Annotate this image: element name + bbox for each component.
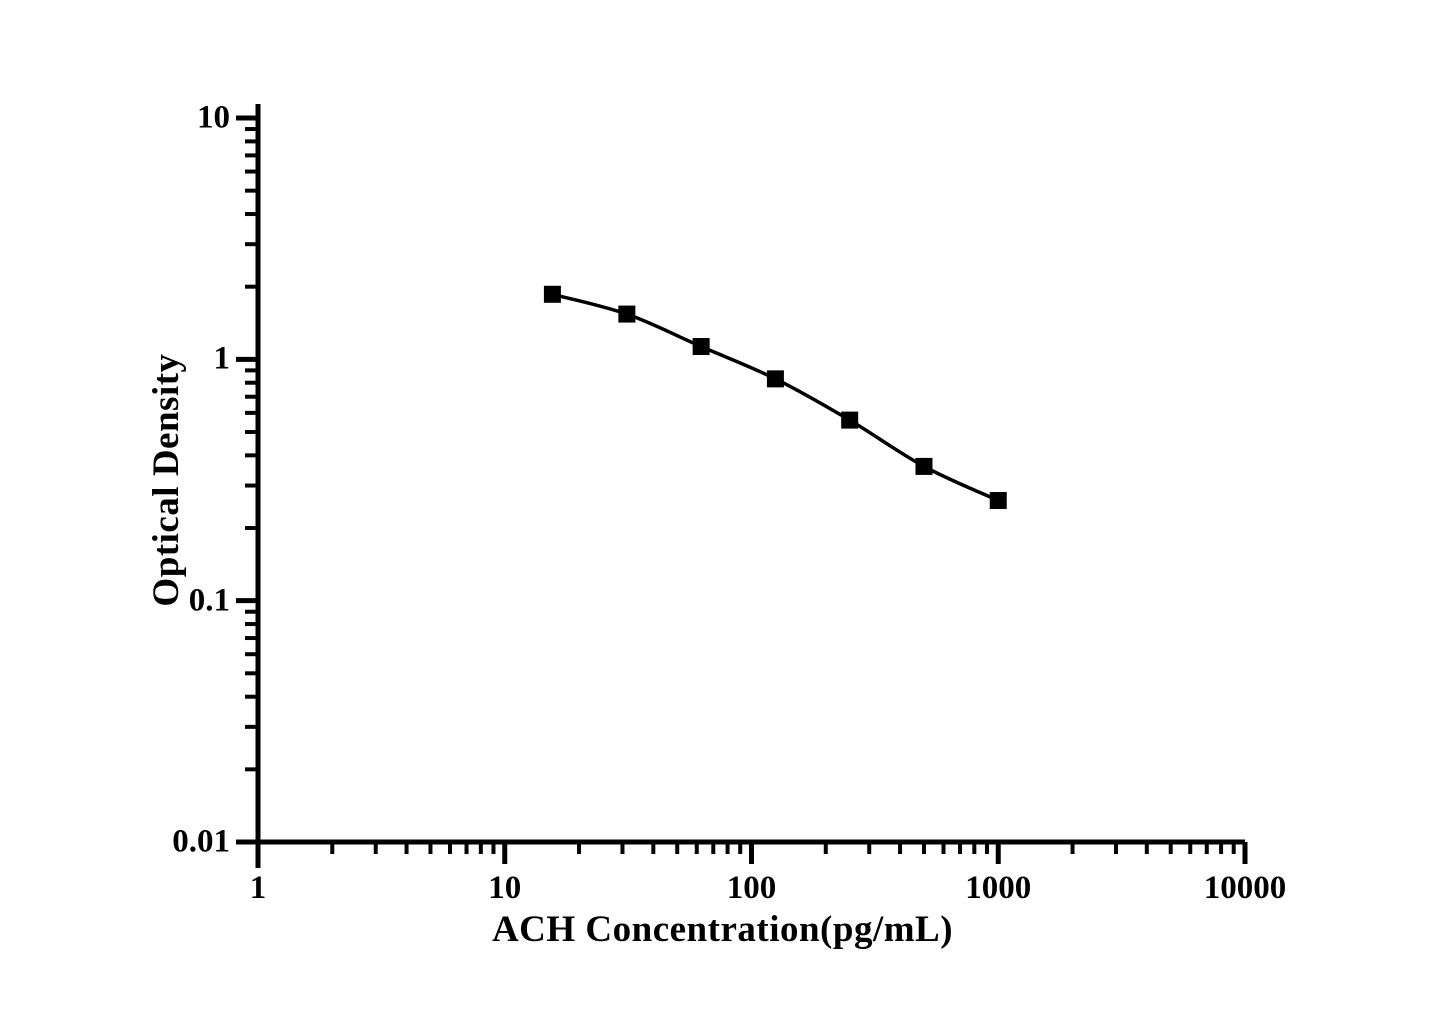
y-tick-label: 0.01 xyxy=(172,823,230,860)
x-tick-label: 10 xyxy=(488,870,522,906)
data-point-marker xyxy=(915,457,933,475)
x-tick-label: 1 xyxy=(249,870,267,906)
data-point-marker xyxy=(989,492,1007,510)
x-axis-ticks xyxy=(255,816,1248,868)
data-series-markers xyxy=(543,285,1007,510)
y-tick-label: 10 xyxy=(197,99,230,136)
y-tick-label: 1 xyxy=(213,340,231,377)
data-point-marker xyxy=(543,285,561,303)
x-tick-label: 100 xyxy=(726,870,777,906)
data-point-marker xyxy=(692,338,710,356)
axis-lines xyxy=(255,104,1245,845)
y-axis-ticks xyxy=(236,115,258,845)
y-tick-label: 0.1 xyxy=(188,582,230,619)
x-tick-label: 10000 xyxy=(1203,870,1287,906)
x-axis-title: ACH Concentration(pg/mL) xyxy=(491,909,954,950)
x-tick-label: 1000 xyxy=(965,870,1032,906)
data-point-marker xyxy=(841,411,859,429)
data-point-marker xyxy=(766,370,784,388)
data-point-marker xyxy=(618,305,636,323)
y-axis-title: Optical Density xyxy=(146,353,187,607)
